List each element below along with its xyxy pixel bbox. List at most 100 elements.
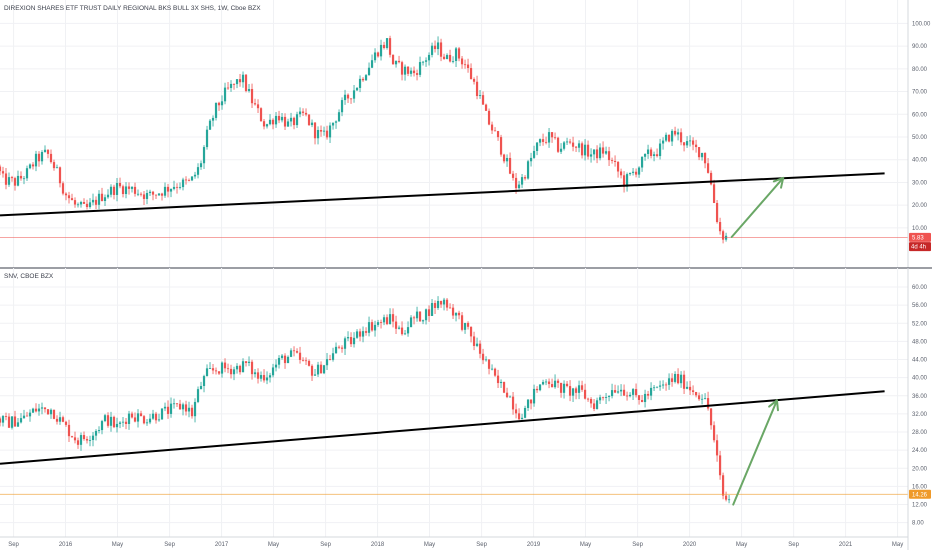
candle-body: [19, 175, 23, 179]
candle-body: [544, 141, 548, 143]
candle-body: [10, 177, 14, 179]
candle-body: [451, 60, 455, 62]
candle-body: [436, 42, 440, 50]
candle-body: [328, 125, 332, 138]
candle-body: [97, 430, 101, 431]
candle-body: [514, 177, 518, 189]
candle-body: [259, 375, 263, 379]
candle-body: [574, 388, 578, 393]
candle-body: [169, 188, 173, 192]
candle-body: [568, 141, 572, 143]
candle-body: [253, 103, 257, 105]
candle-body: [496, 375, 500, 384]
candle-body: [154, 413, 158, 421]
candle-body: [133, 417, 137, 422]
top-pane-price-badge: 5.83 4d 4h: [909, 232, 931, 252]
candle-body: [103, 415, 107, 422]
candle-body: [487, 359, 491, 369]
candle-body: [73, 200, 77, 205]
candle-body: [406, 327, 410, 334]
candle-body: [721, 475, 725, 496]
candle-body: [322, 130, 326, 132]
candle-body: [652, 154, 656, 156]
candle-body: [79, 202, 83, 205]
candle-body: [505, 157, 509, 162]
candle-body: [214, 370, 218, 372]
candle-body: [160, 193, 164, 196]
candle-body: [118, 182, 122, 187]
x-tick-label: May: [892, 542, 903, 548]
y-tick-label: 44.00: [912, 358, 928, 364]
candle-body: [577, 385, 581, 393]
top-pane-countdown-label: 4d 4h: [911, 245, 926, 251]
y-tick-label: 60.00: [912, 112, 928, 118]
candle-body: [556, 137, 560, 152]
top-pane-grid: [0, 0, 908, 268]
candle-body: [460, 315, 464, 330]
candle-body: [232, 369, 236, 375]
candle-body: [136, 193, 140, 195]
candle-body: [571, 142, 575, 147]
candle-body: [454, 312, 458, 316]
candle-body: [82, 435, 86, 440]
candle-body: [241, 361, 245, 373]
candle-body: [100, 193, 104, 201]
candle-body: [592, 403, 596, 409]
candle-body: [382, 44, 386, 49]
candle-body: [370, 322, 374, 331]
y-tick-label: 12.00: [912, 503, 928, 509]
candle-body: [334, 121, 338, 123]
candle-body: [208, 120, 212, 130]
candle-body: [322, 365, 326, 374]
candle-body: [700, 152, 704, 158]
candle-body: [535, 388, 539, 391]
candle-body: [364, 75, 368, 81]
candle-body: [280, 355, 284, 358]
candle-body: [688, 386, 692, 391]
candle-body: [46, 409, 50, 415]
candle-body: [637, 395, 641, 400]
candle-body: [397, 327, 401, 329]
candle-body: [415, 73, 419, 75]
candle-body: [685, 141, 689, 146]
candle-body: [529, 399, 533, 404]
candle-body: [31, 408, 35, 413]
candle-body: [112, 186, 116, 195]
x-tick-label: 2018: [371, 542, 385, 548]
x-tick-label: May: [736, 542, 747, 548]
candle-body: [100, 421, 104, 431]
candle-body: [496, 131, 500, 138]
candle-body: [430, 45, 434, 55]
x-tick-label: 2016: [59, 542, 73, 548]
candle-body: [304, 112, 308, 115]
candle-body: [337, 346, 341, 348]
candle-body: [214, 102, 218, 118]
candle-body: [124, 186, 128, 195]
candle-body: [199, 386, 203, 390]
candle-body: [115, 423, 119, 428]
candle-body: [571, 388, 575, 396]
candle-body: [379, 44, 383, 57]
candle-body: [466, 322, 470, 327]
candle-body: [355, 87, 359, 91]
candle-body: [16, 422, 20, 427]
candle-body: [667, 378, 671, 385]
candle-body: [190, 407, 194, 417]
candle-body: [409, 317, 413, 328]
candle-body: [610, 390, 614, 397]
candle-body: [64, 421, 68, 425]
candle-body: [148, 418, 152, 423]
candle-body: [307, 114, 311, 126]
candle-body: [205, 129, 209, 148]
y-tick-label: 60.00: [912, 285, 928, 291]
candle-body: [700, 398, 704, 400]
candle-body: [286, 121, 290, 127]
bottom-pane-y-axis: 8.00 12.00 16.00 20.00 24.00 28.00 32.00 36.00 4…: [912, 285, 928, 527]
candle-body: [658, 143, 662, 157]
candle-body: [394, 60, 398, 65]
candle-body: [436, 300, 440, 308]
candle-body: [196, 167, 200, 175]
candle-body: [52, 409, 56, 419]
candle-body: [478, 343, 482, 354]
candle-body: [697, 147, 701, 158]
